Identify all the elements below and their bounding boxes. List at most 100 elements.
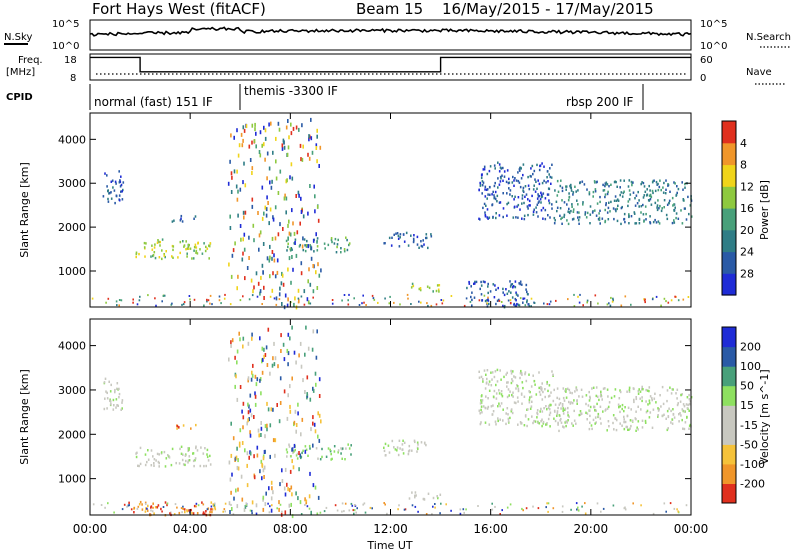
velocity-cell (291, 514, 294, 519)
power-cell (187, 245, 190, 248)
power-cell (495, 302, 497, 306)
velocity-cell (144, 510, 147, 513)
power-cell (396, 232, 399, 235)
power-cell (487, 285, 489, 288)
velocity-cell (495, 392, 498, 395)
power-cell (582, 201, 584, 204)
velocity-cell (230, 340, 232, 345)
power-cell (521, 283, 523, 286)
velocity-cell (187, 459, 190, 462)
velocity-cell (118, 396, 120, 399)
velocity-cell (635, 397, 638, 401)
velocity-cell (278, 419, 281, 424)
velocity-cell (295, 423, 298, 427)
power-cell (185, 248, 187, 251)
velocity-cell (576, 399, 578, 402)
power-cell (111, 179, 114, 182)
beam-label: Beam 15 (356, 0, 423, 18)
power-cell (495, 212, 497, 215)
velocity-cell (541, 424, 543, 428)
power-cell (361, 302, 363, 305)
power-cell (537, 215, 539, 218)
velocity-cell (230, 421, 232, 426)
power-cell (317, 262, 319, 267)
velocity-cell (459, 508, 462, 511)
power-cell (110, 197, 113, 200)
velocity-cell (230, 503, 232, 506)
power-cell (615, 180, 617, 184)
power-cell (397, 237, 400, 240)
power-cell (358, 304, 361, 306)
power-cell (604, 195, 606, 199)
velocity-cell (255, 512, 258, 515)
power-cell (201, 252, 204, 255)
power-cell (555, 299, 557, 302)
power-cell (514, 297, 517, 301)
velocity-cell (369, 506, 372, 509)
velocity-cell (602, 387, 605, 390)
power-cell (532, 213, 535, 216)
velocity-cell (210, 505, 213, 508)
velocity-cell (316, 512, 319, 515)
velocity-cell (550, 391, 552, 394)
velocity-cell (234, 384, 236, 389)
power-cell (643, 220, 645, 223)
velocity-cell (624, 506, 626, 509)
power-cell (655, 295, 658, 298)
power-cell (604, 208, 606, 212)
power-cell (506, 202, 508, 206)
power-cell (243, 247, 246, 252)
velocity-cell (108, 380, 110, 383)
power-cell (629, 193, 632, 196)
power-cell (302, 144, 304, 149)
power-cell (251, 197, 254, 202)
velocity-cell (103, 381, 106, 384)
power-cell (316, 241, 318, 244)
velocity-cell (516, 384, 518, 387)
velocity-cell (202, 512, 204, 516)
velocity-cell (164, 465, 167, 468)
velocity-cell (592, 386, 595, 389)
power-cell (232, 248, 235, 253)
velocity-cell (116, 387, 118, 390)
power-cell (242, 125, 245, 130)
velocity-cell (222, 510, 224, 513)
velocity-cell (482, 378, 484, 381)
power-cell (427, 246, 429, 250)
velocity-cell (271, 363, 274, 368)
power-cell (672, 204, 674, 207)
velocity-cell (151, 510, 154, 513)
velocity-cell (158, 465, 160, 468)
velocity-cell (319, 458, 322, 461)
velocity-cell (312, 415, 314, 420)
velocity-cell (503, 375, 505, 379)
power-cell (570, 186, 572, 190)
velocity-cell (155, 459, 157, 462)
power-cell (482, 206, 484, 210)
power-cell (171, 302, 173, 305)
velocity-cell (188, 459, 191, 462)
velocity-cell (263, 475, 265, 479)
power-cell (513, 184, 515, 187)
power-cell (336, 245, 338, 249)
velocity-cell (306, 505, 309, 508)
velocity-cell (414, 505, 417, 508)
power-cell (614, 208, 617, 211)
power-cell (607, 190, 609, 194)
power-cell (521, 194, 524, 197)
power-cell (512, 286, 514, 289)
velocity-cell (273, 341, 275, 346)
power-cell (290, 247, 293, 250)
velocity-cell (285, 448, 288, 451)
velocity-cell (417, 447, 419, 451)
power-cell (634, 204, 637, 207)
velocity-cell (497, 405, 499, 408)
power-cell (608, 185, 610, 188)
velocity-cell (522, 509, 524, 512)
velocity-cell (136, 451, 138, 454)
power-cell (676, 191, 678, 195)
power-cell (642, 213, 645, 216)
plot-title: Fort Hays West (fitACF) (92, 0, 266, 18)
power-cell (242, 237, 244, 242)
